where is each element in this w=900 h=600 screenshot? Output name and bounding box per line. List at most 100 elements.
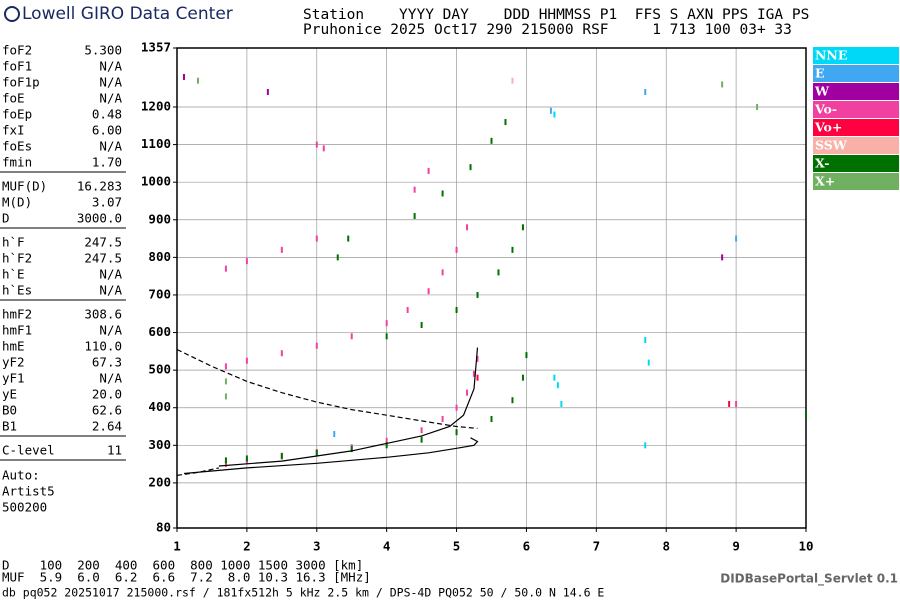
echo-point — [350, 446, 353, 453]
param-value: 247.5 — [84, 235, 122, 250]
x-tick-label: 6 — [523, 539, 531, 554]
y-tick-label: 1100 — [141, 136, 171, 151]
echo-point — [644, 88, 647, 95]
param-name: hmE — [2, 339, 25, 354]
param-name: h`E — [2, 267, 25, 282]
echo-point — [455, 429, 458, 436]
auto-text: 500200 — [2, 500, 47, 515]
echo-point — [490, 415, 493, 422]
echo-point — [521, 224, 524, 231]
echo-point — [553, 111, 556, 118]
echo-point — [735, 235, 738, 242]
x-tick-label: 5 — [453, 539, 461, 554]
echo-point — [245, 357, 248, 364]
echo-point — [350, 333, 353, 340]
echo-point — [553, 374, 556, 381]
legend-label: SSW — [815, 138, 848, 153]
echo-point — [556, 382, 559, 389]
param-value: 20.0 — [92, 387, 122, 402]
x-tick-label: 4 — [383, 539, 391, 554]
header-line: Station YYYY DAY DDD HHMMSS P1 FFS S AXN… — [303, 7, 809, 23]
y-tick-label: 400 — [148, 399, 171, 414]
echo-point — [647, 359, 650, 366]
param-name: MUF(D) — [2, 179, 47, 194]
param-value: N/A — [99, 267, 122, 282]
x-tick-label: 1 — [173, 539, 181, 554]
echo-point — [266, 88, 269, 95]
param-name: C-level — [2, 443, 55, 458]
y-tick-label: 900 — [148, 211, 171, 226]
echo-point — [315, 449, 318, 456]
legend-label: X- — [815, 156, 829, 171]
echo-point — [455, 404, 458, 411]
param-value: 16.283 — [77, 179, 122, 194]
legend-swatch — [813, 83, 899, 100]
param-value: 308.6 — [84, 307, 122, 322]
y-tick-label: 1200 — [141, 99, 171, 114]
echo-point — [280, 452, 283, 459]
echo-point — [385, 320, 388, 327]
y-tick-label: 200 — [148, 474, 171, 489]
echo-point — [224, 457, 227, 464]
param-value: 62.6 — [92, 403, 122, 418]
logo-icon — [4, 6, 20, 22]
logo: Lowell GIRO Data Center — [22, 4, 233, 24]
echo-point — [413, 186, 416, 193]
echo-point — [224, 265, 227, 272]
echo-point — [182, 73, 185, 80]
echo-point — [224, 393, 227, 400]
plot-frame — [176, 47, 807, 529]
param-name: yF1 — [2, 371, 25, 386]
echo-point — [224, 461, 227, 468]
echo-point — [315, 235, 318, 242]
echo-point — [455, 246, 458, 253]
param-value: 1.70 — [92, 155, 122, 170]
file-line: db pq052 20251017 215000.rsf / 181fx512h… — [2, 586, 604, 600]
param-value: N/A — [99, 371, 122, 386]
param-name: M(D) — [2, 195, 32, 210]
param-name: B1 — [2, 419, 17, 434]
param-value: 247.5 — [84, 251, 122, 266]
echo-point — [476, 355, 479, 362]
x-tick-label: 10 — [798, 539, 813, 554]
auto-text: Auto: — [2, 468, 40, 483]
echo-point — [735, 400, 738, 407]
echo-point — [805, 412, 807, 419]
auto-text: Artist5 — [2, 484, 55, 499]
echo-point — [245, 258, 248, 265]
x-tick-label: 9 — [732, 539, 740, 554]
legend-swatch — [813, 137, 899, 154]
param-name: fxI — [2, 123, 25, 138]
param-value: 11 — [107, 443, 122, 458]
x-tick-label: 3 — [313, 539, 321, 554]
echo-point — [469, 164, 472, 171]
echo-point — [420, 427, 423, 434]
legend-label: E — [815, 66, 825, 81]
y-tick-label: 1357 — [141, 40, 171, 55]
y-tick-label: 300 — [148, 437, 171, 452]
echo-point — [756, 104, 759, 111]
echo-point — [644, 442, 647, 449]
param-value: 67.3 — [92, 355, 122, 370]
param-name: B0 — [2, 403, 17, 418]
echo-point — [420, 322, 423, 329]
param-value: 110.0 — [84, 339, 122, 354]
param-value: 2.64 — [92, 419, 122, 434]
echo-point — [728, 400, 731, 407]
echo-point — [280, 350, 283, 357]
profile-curve — [183, 437, 479, 475]
echo-point — [476, 374, 479, 381]
param-name: foF1p — [2, 75, 40, 90]
param-value: N/A — [99, 323, 122, 338]
param-name: hmF2 — [2, 307, 32, 322]
param-value: N/A — [99, 283, 122, 298]
echo-point — [525, 352, 528, 359]
echo-point — [427, 288, 430, 295]
header-line: Pruhonice 2025 Oct17 290 215000 RSF 1 71… — [303, 22, 792, 38]
x-tick-label: 8 — [662, 539, 670, 554]
echo-point — [413, 213, 416, 220]
param-name: foEs — [2, 139, 32, 154]
param-name: h`F2 — [2, 251, 32, 266]
echo-point — [511, 246, 514, 253]
